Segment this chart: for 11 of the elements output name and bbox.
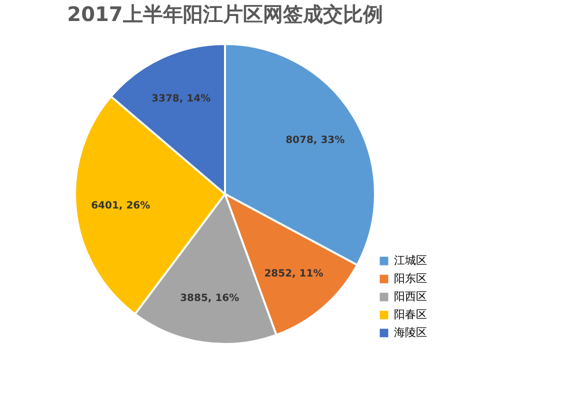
legend-label: 江城区 <box>394 254 427 267</box>
data-label: 3378, 14% <box>152 94 211 105</box>
legend-label: 阳春区 <box>394 308 427 321</box>
chart-title: 2017上半年阳江片区网签成交比例 <box>67 2 383 26</box>
data-label: 2852, 11% <box>264 268 324 280</box>
legend-label: 阳东区 <box>394 272 427 285</box>
data-label: 6401, 26% <box>91 200 150 212</box>
data-label: 8078, 33% <box>286 135 345 146</box>
legend-label: 海陵区 <box>394 326 427 339</box>
legend-label: 阳西区 <box>394 290 427 303</box>
data-label: 3885, 16% <box>180 292 240 304</box>
